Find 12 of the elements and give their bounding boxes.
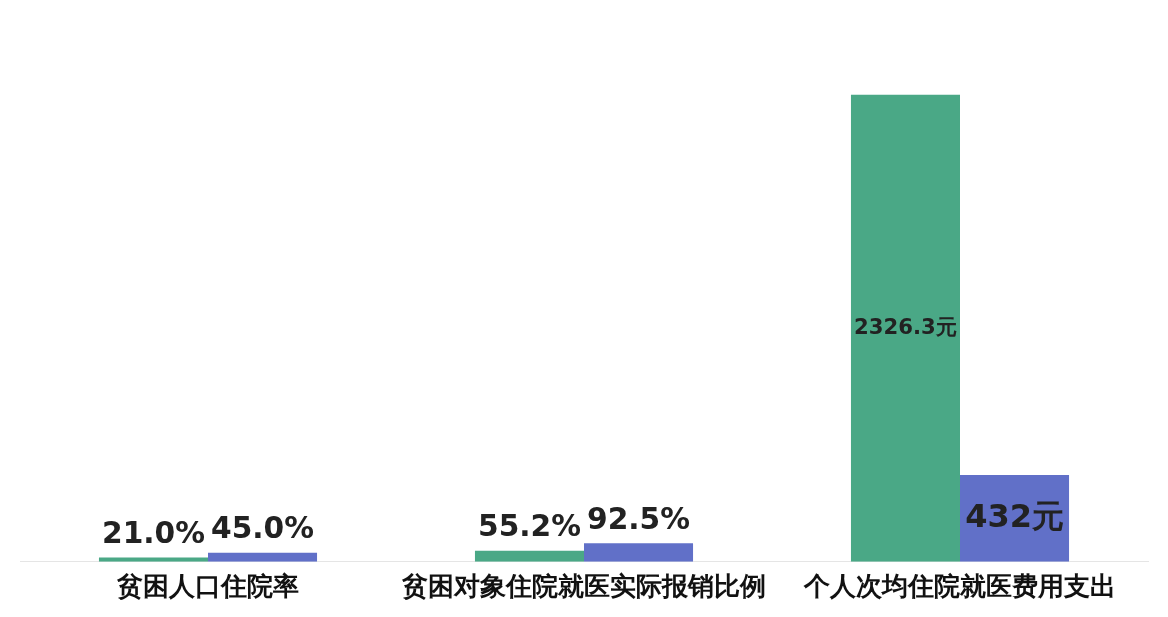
data-label: 55.2%: [477, 508, 581, 544]
data-label: 21.0%: [101, 515, 205, 551]
x-tick-label: 贫困人口住院率: [116, 571, 299, 602]
data-label: 432元: [965, 496, 1064, 535]
bar: [474, 550, 584, 562]
bar: [850, 94, 960, 562]
data-label: 92.5%: [587, 500, 691, 536]
x-tick-label: 贫困对象住院就医实际报销比例: [401, 571, 766, 602]
data-label: 2326.3元: [854, 313, 957, 339]
bar: [584, 543, 694, 562]
x-tick-label: 个人次均住院就医费用支出: [803, 571, 1116, 602]
data-label: 45.0%: [211, 510, 315, 546]
